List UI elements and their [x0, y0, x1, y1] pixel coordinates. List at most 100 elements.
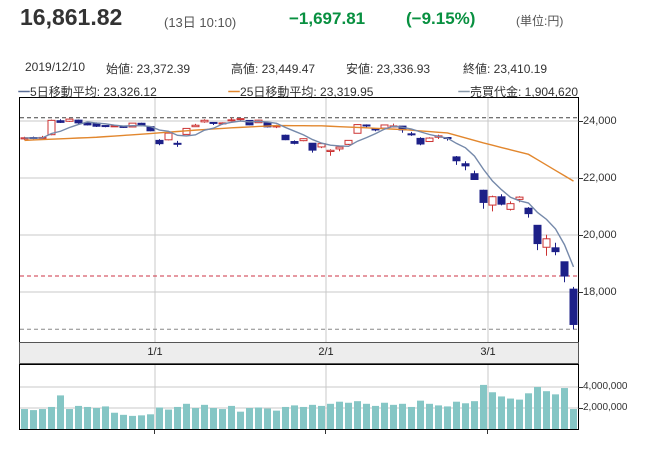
- volume-bar: [210, 408, 217, 429]
- candle-up: [326, 149, 335, 152]
- price-axis-label: 24,000: [583, 115, 617, 127]
- x-axis-label: 2/1: [318, 346, 334, 358]
- ma25-line-swatch: 一: [228, 85, 241, 99]
- price-axis-tick: [578, 121, 583, 122]
- volume-swatch: 一: [458, 85, 471, 99]
- volume-plot: [20, 365, 578, 429]
- candle-up: [191, 124, 200, 128]
- ma5-line: [24, 120, 575, 268]
- volume-bar: [534, 387, 541, 429]
- high-value: 高値: 23,449.47: [231, 62, 316, 76]
- legend-volume: 一売買代金: 1,904,620: [458, 83, 578, 100]
- volume-bar: [561, 388, 568, 429]
- candle-up: [425, 137, 434, 143]
- volume-bar: [120, 414, 127, 429]
- low-value: 安値: 23,336.93: [346, 62, 431, 76]
- volume-bar: [219, 409, 226, 429]
- volume-bar: [417, 400, 424, 429]
- price-change: −1,697.81: [289, 9, 366, 28]
- price-change-percent: (−9.15%): [406, 9, 476, 28]
- volume-bar: [237, 411, 244, 429]
- candle-down: [281, 134, 290, 141]
- volume-bar: [345, 402, 352, 429]
- volume-bar: [228, 405, 235, 429]
- volume-bar: [183, 403, 190, 429]
- candle-down: [56, 120, 65, 123]
- volume-bar: [102, 406, 109, 429]
- volume-bar: [201, 404, 208, 429]
- volume-bar: [516, 399, 523, 429]
- candle-down: [569, 288, 578, 325]
- candle-down: [497, 196, 506, 205]
- volume-bar: [336, 401, 343, 429]
- candle-down: [173, 142, 182, 145]
- volume-bar: [552, 394, 559, 429]
- volume-bar: [381, 402, 388, 429]
- ma5-label: 5日移動平均: 23,326.12: [30, 85, 157, 99]
- candle-up: [353, 124, 362, 134]
- volume-chart[interactable]: [19, 364, 579, 430]
- candle-down: [209, 121, 218, 124]
- candle-up: [488, 196, 497, 206]
- ma5-line-swatch: 一: [18, 85, 31, 99]
- volume-bar: [246, 408, 253, 429]
- x-axis-band: 1/1 2/1 3/1: [19, 342, 579, 364]
- volume-bar: [93, 408, 100, 429]
- volume-axis-label: 2,000,000: [583, 402, 628, 413]
- close-value: 終値: 23,410.19: [463, 62, 548, 76]
- volume-bar: [165, 409, 172, 429]
- volume-bar: [57, 395, 64, 429]
- price-axis-label: 22,000: [583, 172, 617, 184]
- volume-bar: [66, 409, 73, 429]
- volume-label: 売買代金: 1,904,620: [470, 85, 579, 99]
- candle-down: [74, 119, 83, 124]
- volume-axis-tick: [578, 387, 583, 388]
- candle-down: [290, 141, 299, 144]
- candle-down: [452, 156, 461, 162]
- volume-bar: [30, 410, 37, 429]
- volume-bar: [354, 401, 361, 429]
- volume-bar: [471, 401, 478, 429]
- candle-up: [335, 146, 344, 150]
- ma25-line: [24, 124, 574, 182]
- volume-bar: [570, 409, 577, 429]
- volume-bar: [390, 404, 397, 429]
- candle-up: [506, 203, 515, 210]
- candle-up: [542, 238, 551, 248]
- current-price: 16,861.82: [20, 4, 123, 30]
- volume-bar: [255, 407, 262, 429]
- volume-axis-label: 4,000,000: [583, 381, 628, 392]
- candle-up: [164, 132, 173, 141]
- candle-down: [308, 142, 317, 151]
- candle-down: [533, 224, 542, 245]
- price-axis-label: 18,000: [583, 286, 617, 298]
- candlestick-chart[interactable]: [19, 97, 579, 344]
- volume-bar: [363, 403, 370, 429]
- volume-axis-tick: [578, 408, 583, 409]
- price-axis-tick: [578, 178, 583, 179]
- volume-bar: [435, 405, 442, 429]
- candle-down: [470, 173, 479, 180]
- candle-down: [362, 124, 371, 127]
- session-date: 2019/12/10: [25, 60, 86, 74]
- volume-bar: [282, 406, 289, 429]
- candle-down: [560, 261, 569, 277]
- volume-bar: [480, 384, 487, 429]
- volume-bar: [138, 415, 145, 429]
- volume-bar: [273, 410, 280, 429]
- volume-bar: [264, 408, 271, 429]
- volume-bar: [111, 412, 118, 429]
- candle-up: [65, 118, 74, 122]
- volume-bar: [426, 403, 433, 429]
- x-axis-label: 1/1: [147, 346, 163, 358]
- volume-bar: [498, 396, 505, 429]
- volume-bar: [84, 406, 91, 429]
- candle-down: [461, 163, 470, 167]
- open-value: 始値: 23,372.39: [106, 62, 191, 76]
- price-axis-tick: [578, 292, 583, 293]
- candle-down: [479, 189, 488, 203]
- ma25-label: 25日移動平均: 23,319.95: [240, 85, 374, 99]
- volume-bar: [300, 406, 307, 429]
- volume-bar: [444, 406, 451, 429]
- candle-down: [524, 207, 533, 215]
